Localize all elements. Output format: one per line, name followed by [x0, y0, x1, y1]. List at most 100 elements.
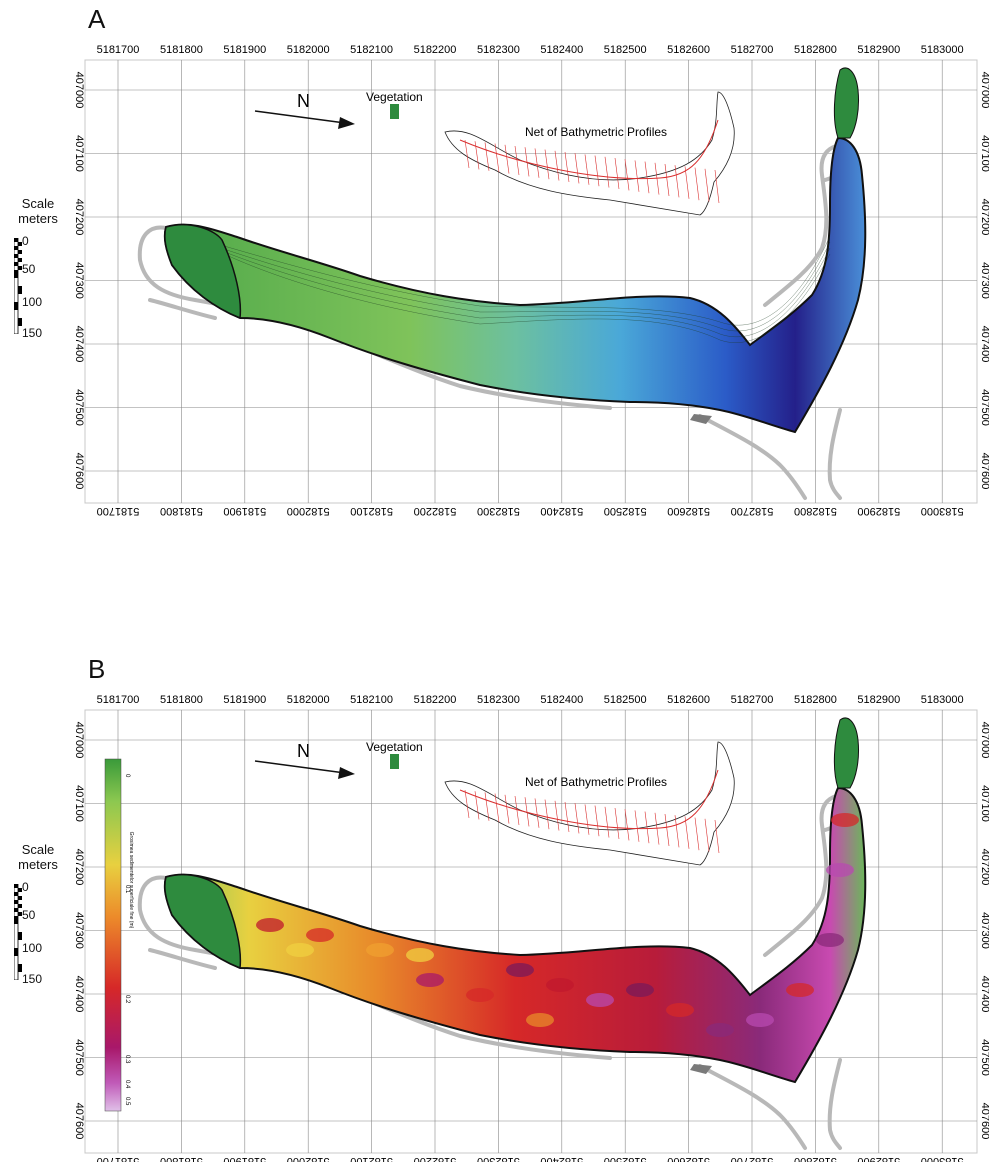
x-tick-label-bottom: 5183000: [921, 1155, 964, 1162]
x-tick-label-bottom: 5182200: [414, 1155, 457, 1162]
scale-bar-segment: [14, 270, 18, 278]
y-tick-label-right: 407300: [979, 262, 989, 299]
profile-line: [524, 797, 530, 827]
profile-line: [664, 163, 670, 197]
scale-bar-segment: [18, 932, 22, 940]
y-tick-label-right: 407500: [979, 1039, 989, 1076]
sediment-patch: [746, 1013, 774, 1027]
lake-group: Net of Bathymetric Profiles N Vegetation: [137, 67, 867, 500]
contour-line: [191, 237, 831, 332]
profile-line: [654, 812, 660, 845]
bathymetry-map: 5181700 5181800 5181900 5182000 5182100 51822…: [73, 44, 989, 517]
profile-axis: [459, 119, 719, 180]
profile-line: [594, 805, 600, 837]
x-tick-label-bottom: 5182700: [731, 505, 774, 517]
road-line: [827, 408, 842, 500]
y-tick-label-left: 407600: [73, 453, 85, 490]
profile-line: [534, 798, 540, 828]
profile-line: [584, 804, 590, 835]
y-tick-label-right: 407000: [979, 72, 989, 109]
profile-line: [634, 160, 640, 192]
lake-body: [163, 136, 867, 434]
y-tick-label-left: 407100: [73, 135, 85, 172]
vegetation-area: [164, 873, 242, 970]
profile-line: [554, 800, 560, 831]
x-tick-label-top: 5181700: [97, 694, 140, 706]
y-tick-label-left: 407400: [73, 976, 85, 1013]
profile-line: [544, 149, 550, 180]
sediment-patch: [256, 918, 284, 932]
road-line: [148, 298, 217, 320]
profile-line: [704, 818, 710, 852]
scale-bar-segment: [18, 904, 22, 908]
sediment-patch: [626, 983, 654, 997]
x-tick-label-top: 5182000: [287, 694, 330, 706]
profile-line: [674, 815, 680, 848]
y-tick-label-right: 407600: [979, 453, 989, 490]
profile-line: [574, 153, 580, 184]
scale-title: Scale meters: [8, 196, 68, 226]
profile-line: [624, 809, 630, 841]
x-tick-label-bottom: 5181900: [223, 505, 266, 517]
x-tick-label-bottom: 5182900: [857, 1155, 900, 1162]
contour-line: [197, 240, 831, 338]
vegetation-legend-label: Vegetation: [366, 740, 423, 754]
colorbar-tick-label: 0.2: [124, 995, 130, 1004]
sediment-patch: [286, 943, 314, 957]
sediment-patch: [831, 813, 859, 827]
y-tick-label-left: 407500: [73, 389, 85, 426]
profile-line: [634, 810, 640, 842]
profile-line: [604, 156, 610, 188]
x-tick-label-bottom: 5182100: [350, 1155, 393, 1162]
x-tick-label-top: 5182500: [604, 44, 647, 56]
colorbar-gradient: [104, 758, 122, 1112]
scale-bar-segment: [14, 908, 18, 912]
x-tick-label-bottom: 5182300: [477, 1155, 520, 1162]
vegetation-legend-swatch: [390, 104, 399, 119]
x-tick-label-bottom: 5182500: [604, 505, 647, 517]
profile-line: [554, 150, 560, 181]
scale-bar-segment: [18, 318, 22, 326]
profiles-outline: [444, 741, 735, 866]
profile-line: [534, 148, 540, 178]
scale-bar-frame: [14, 238, 19, 334]
x-tick-label-top: 5182500: [604, 694, 647, 706]
north-arrow-line: [254, 760, 346, 774]
colorbar-tick-label: 0.5: [124, 1097, 130, 1106]
north-arrow-head: [338, 117, 355, 129]
profile-line: [564, 801, 570, 833]
scale-value-150: 150: [22, 972, 43, 986]
scale-bar-segment: [14, 892, 18, 896]
scale-bar-segment: [18, 888, 22, 892]
scale-title-line-1: Scale: [21, 196, 55, 211]
sediment-patch: [706, 1023, 734, 1037]
sediment-patch: [546, 978, 574, 992]
north-arrow-head: [338, 767, 355, 779]
sediment-patch: [506, 963, 534, 977]
x-tick-label-bottom: 5181800: [160, 505, 203, 517]
profiles-title: Net of Bathymetric Profiles: [525, 125, 667, 139]
scale-value-50: 50: [22, 262, 36, 276]
y-tick-label-left: 407000: [73, 72, 85, 109]
map-frame: [84, 709, 978, 1154]
vegetation-area: [833, 717, 859, 789]
y-tick-label-left: 407300: [73, 912, 85, 949]
north-arrow-line: [254, 110, 346, 124]
vegetation-area: [164, 223, 242, 320]
profile-line: [544, 799, 550, 830]
profiles-inset: Net of Bathymetric Profiles: [444, 91, 735, 216]
x-tick-label-top: 5182600: [667, 44, 710, 56]
profile-line: [674, 165, 680, 198]
profile-line: [684, 816, 690, 849]
road-line: [148, 948, 217, 970]
contour-line: [203, 243, 831, 343]
north-label: N: [297, 91, 310, 111]
scale-value-0: 0: [22, 234, 29, 248]
profile-line: [604, 806, 610, 838]
y-tick-label-right: 407100: [979, 785, 989, 822]
y-tick-label-left: 407500: [73, 1039, 85, 1076]
profile-line: [624, 159, 630, 191]
x-tick-label-top: 5182400: [540, 694, 583, 706]
scale-bar-segment: [14, 884, 18, 888]
x-tick-label-bottom: 5182400: [540, 1155, 583, 1162]
